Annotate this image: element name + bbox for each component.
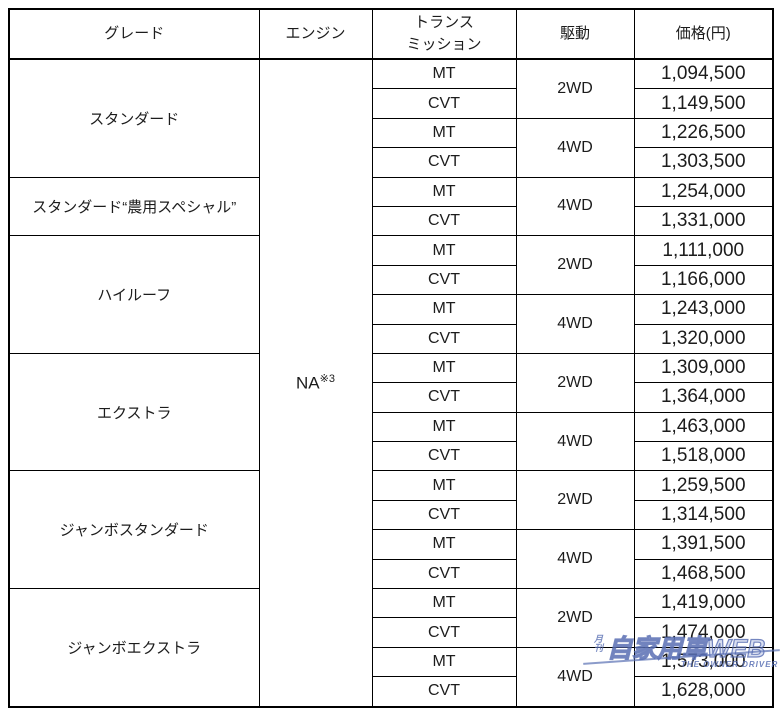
transmission-cell: CVT — [371, 382, 517, 413]
table-row: MT 4WD 1,226,500 — [9, 117, 774, 178]
transmission-cell: MT — [371, 294, 517, 325]
table-header: グレード エンジン トランス ミッション 駆動 価格(円) — [8, 8, 774, 60]
table-row: スタンダード NA※3 MT 2WD 1,094,500 — [8, 58, 774, 708]
transmission-cell: MT — [371, 411, 517, 443]
table-row: MT 4WD 1,391,500 — [9, 529, 774, 590]
price-cell: 1,094,500 — [633, 58, 774, 90]
transmission-cell: CVT — [371, 676, 517, 708]
transmission-cell: MT — [371, 470, 517, 501]
grade-cell: スタンダード — [8, 58, 260, 178]
transmission-cell: MT — [371, 176, 517, 207]
transmission-cell: MT — [371, 646, 517, 678]
table-row: MT 4WD 1,243,000 — [9, 294, 774, 354]
engine-label: NA — [296, 373, 320, 393]
price-cell: 1,391,500 — [633, 529, 774, 560]
price-cell: 1,314,500 — [633, 499, 774, 531]
drive-cell: 4WD — [515, 646, 635, 708]
transmission-cell: CVT — [371, 323, 517, 354]
transmission-cell: MT — [371, 352, 517, 384]
price-cell: 1,254,000 — [633, 176, 774, 207]
transmission-cell: CVT — [371, 205, 517, 237]
drive-cell: 2WD — [515, 588, 635, 648]
drive-cell: 4WD — [515, 176, 635, 237]
drive-cell: 4WD — [515, 117, 635, 178]
table-row: ジャンボスタンダード MT 2WD 1,259,500 — [8, 470, 774, 590]
transmission-cell: CVT — [371, 441, 517, 472]
price-cell: 1,364,000 — [633, 382, 774, 413]
price-table: グレード エンジン トランス ミッション 駆動 価格(円) スタンダード NA※3… — [8, 8, 774, 708]
transmission-cell: MT — [371, 588, 517, 619]
table-row: CVT 1,149,500 — [9, 88, 774, 119]
price-cell: 1,468,500 — [633, 558, 774, 590]
table-row: エクストラ MT 2WD 1,309,000 — [8, 352, 774, 472]
price-table-body: スタンダード NA※3 MT 2WD 1,094,500 CVT 1,149,500 MT 4W… — [8, 58, 774, 708]
table-row: CVT 1,468,500 — [9, 558, 774, 590]
table-row: MT 4WD 1,463,000 — [9, 411, 774, 472]
table-row: CVT 1,314,500 — [9, 499, 774, 531]
col-header-transmission-line1: トランス — [414, 13, 474, 31]
grade-cell: ジャンボエクストラ — [8, 588, 260, 708]
col-header-drive: 駆動 — [515, 8, 635, 60]
table-row: ハイルーフ MT 2WD 1,111,000 — [8, 235, 774, 354]
table-row: CVT 1,166,000 — [9, 264, 774, 296]
drive-cell: 2WD — [515, 352, 635, 413]
table-row: CVT 1,320,000 — [9, 323, 774, 354]
price-cell: 1,149,500 — [633, 88, 774, 119]
table-row: CVT 1,364,000 — [9, 382, 774, 413]
drive-cell: 2WD — [515, 58, 635, 119]
transmission-cell: MT — [371, 117, 517, 149]
transmission-cell: MT — [371, 529, 517, 560]
price-cell: 1,518,000 — [633, 441, 774, 472]
engine-note: ※3 — [319, 372, 335, 385]
grade-cell: ハイルーフ — [8, 235, 260, 354]
transmission-cell: CVT — [371, 147, 517, 178]
price-cell: 1,320,000 — [633, 323, 774, 354]
price-cell: 1,226,500 — [633, 117, 774, 149]
drive-cell: 4WD — [515, 294, 635, 354]
drive-cell: 4WD — [515, 529, 635, 590]
transmission-cell: CVT — [371, 617, 517, 648]
engine-cell: NA※3 — [258, 58, 373, 708]
grade-cell: エクストラ — [8, 352, 260, 472]
col-header-grade: グレード — [8, 8, 260, 60]
price-cell: 1,474,000 — [633, 617, 774, 648]
transmission-cell: CVT — [371, 88, 517, 119]
price-cell: 1,259,500 — [633, 470, 774, 501]
price-cell: 1,463,000 — [633, 411, 774, 443]
price-cell: 1,628,000 — [633, 676, 774, 708]
table-row: ジャンボエクストラ MT 2WD 1,419,000 — [8, 588, 774, 708]
transmission-cell: CVT — [371, 499, 517, 531]
col-header-price: 価格(円) — [633, 8, 774, 60]
grade-cell: ジャンボスタンダード — [8, 470, 260, 590]
table-row: CVT 1,518,000 — [9, 441, 774, 472]
price-cell: 1,166,000 — [633, 264, 774, 296]
price-cell: 1,303,500 — [633, 147, 774, 178]
transmission-cell: MT — [371, 235, 517, 266]
table-row: CVT 1,474,000 — [9, 617, 774, 648]
drive-cell: 2WD — [515, 470, 635, 531]
header-row: グレード エンジン トランス ミッション 駆動 価格(円) — [8, 8, 774, 60]
table-row: CVT 1,303,500 — [9, 147, 774, 178]
table-row: スタンダード“農用スペシャル” MT 4WD 1,254,000 — [8, 176, 774, 237]
transmission-cell: CVT — [371, 558, 517, 590]
col-header-transmission: トランス ミッション — [371, 8, 517, 60]
transmission-cell: CVT — [371, 264, 517, 296]
grade-cell: スタンダード“農用スペシャル” — [8, 176, 260, 237]
table-row: CVT 1,331,000 — [9, 205, 774, 237]
price-cell: 1,111,000 — [633, 235, 774, 266]
price-cell: 1,331,000 — [633, 205, 774, 237]
price-cell: 1,309,000 — [633, 352, 774, 384]
drive-cell: 4WD — [515, 411, 635, 472]
price-cell: 1,573,000 — [633, 646, 774, 678]
col-header-transmission-line2: ミッション — [406, 36, 482, 53]
transmission-cell: MT — [371, 58, 517, 90]
price-cell: 1,419,000 — [633, 588, 774, 619]
price-cell: 1,243,000 — [633, 294, 774, 325]
col-header-engine: エンジン — [258, 8, 373, 60]
drive-cell: 2WD — [515, 235, 635, 296]
